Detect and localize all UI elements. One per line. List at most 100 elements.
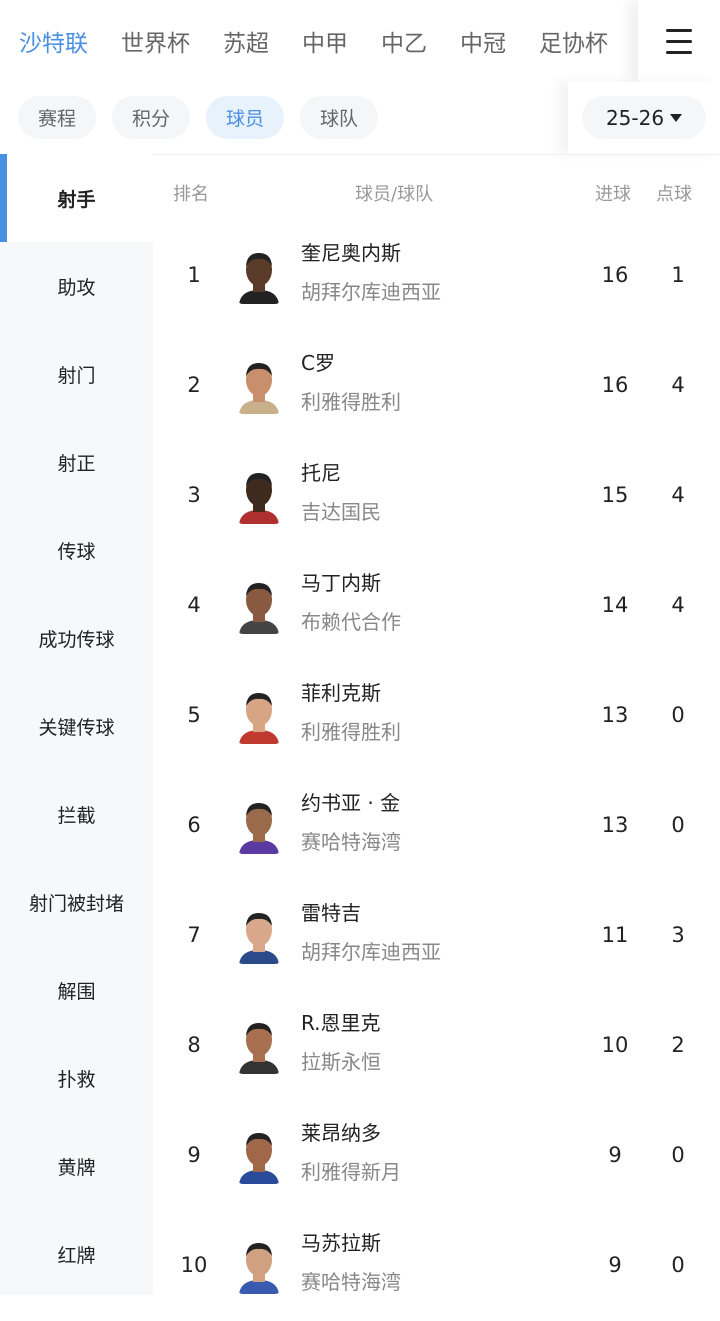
team-name[interactable]: 拉斯永恒	[301, 1050, 381, 1074]
avatar	[237, 688, 281, 744]
league-tab[interactable]: 世界杯	[121, 31, 190, 57]
penalties: 1	[671, 263, 685, 287]
subtab[interactable]: 球队	[300, 96, 379, 139]
player-list: 1 奎尼奥内斯 胡拜尔库迪西亚 16 1 2 C罗 利雅得胜利 16 4 3 托尼 吉达国民 15 4 4 马丁…	[153, 221, 720, 1321]
caret-down-icon	[670, 113, 683, 122]
penalties: 0	[671, 1253, 685, 1277]
sidebar-item[interactable]: 拦截	[57, 804, 96, 827]
league-tab[interactable]: 中冠	[460, 31, 506, 57]
player-name[interactable]: C罗	[301, 351, 335, 375]
menu-icon-line	[666, 39, 692, 43]
avatar	[237, 1018, 281, 1074]
team-name[interactable]: 赛哈特海湾	[301, 830, 401, 854]
penalties: 3	[671, 923, 685, 947]
team-name[interactable]: 赛哈特海湾	[301, 1270, 401, 1294]
goals: 16	[601, 263, 629, 287]
table-row[interactable]: 6 约书亚 · 金赛哈特海湾 13 0	[153, 771, 720, 881]
table-row[interactable]: 9 莱昂纳多利雅得新月 9 0	[153, 1101, 720, 1211]
season-area: 25-26	[568, 82, 720, 154]
subtab[interactable]: 赛程	[18, 96, 97, 139]
table-row[interactable]: 1 奎尼奥内斯胡拜尔库迪西亚 16 1	[153, 221, 720, 331]
menu-button[interactable]	[638, 0, 720, 82]
player-name[interactable]: 马丁内斯	[301, 571, 381, 595]
sub-tabs: 赛程 积分 球员 球队	[18, 96, 379, 139]
table-row[interactable]: 8 R.恩里克 拉斯永恒 10 2	[153, 991, 720, 1101]
sidebar-item[interactable]: 射门	[57, 364, 96, 387]
team-name[interactable]: 吉达国民	[301, 500, 381, 524]
rank: 9	[187, 1143, 201, 1167]
player-name[interactable]: 马苏拉斯	[301, 1231, 381, 1255]
player-name[interactable]: 菲利克斯	[301, 681, 381, 705]
player-name[interactable]: R.恩里克	[301, 1011, 381, 1035]
penalties: 0	[671, 1143, 685, 1167]
table-row[interactable]: 3 托尼 吉达国民 15 4	[153, 441, 720, 551]
rank: 8	[187, 1033, 201, 1057]
goals: 13	[601, 813, 629, 837]
sidebar-item[interactable]: 射手	[0, 154, 153, 242]
season-selector[interactable]: 25-26	[582, 96, 706, 139]
sidebar-item[interactable]: 红牌	[57, 1244, 96, 1267]
menu-icon-line	[666, 50, 692, 54]
goals: 10	[601, 1033, 629, 1057]
team-name[interactable]: 利雅得胜利	[301, 390, 401, 414]
table-row[interactable]: 2 C罗 利雅得胜利 16 4	[153, 331, 720, 441]
team-name[interactable]: 布赖代合作	[301, 610, 401, 634]
player-name[interactable]: 雷特吉	[301, 901, 361, 925]
league-tab[interactable]: 足协杯	[539, 31, 608, 57]
table-row[interactable]: 5 菲利克斯 利雅得胜利 13 0	[153, 661, 720, 771]
team-name[interactable]: 利雅得胜利	[301, 720, 401, 744]
avatar	[237, 358, 281, 414]
rank: 10	[180, 1253, 208, 1277]
goals: 16	[601, 373, 629, 397]
avatar	[237, 468, 281, 524]
sidebar-item[interactable]: 解围	[57, 980, 96, 1003]
rank: 1	[187, 263, 201, 287]
rank: 6	[187, 813, 201, 837]
sidebar-item[interactable]: 助攻	[57, 276, 96, 299]
team-name[interactable]: 胡拜尔库迪西亚	[301, 940, 441, 964]
rank: 5	[187, 703, 201, 727]
avatar	[237, 798, 281, 854]
rank: 4	[187, 593, 201, 617]
player-name[interactable]: 约书亚 · 金	[301, 791, 401, 815]
header-penalties: 点球	[656, 184, 692, 205]
player-name[interactable]: 托尼	[301, 461, 341, 485]
penalties: 4	[671, 483, 685, 507]
league-tab[interactable]: 中乙	[381, 31, 427, 57]
team-name[interactable]: 利雅得新月	[301, 1160, 401, 1184]
goals: 15	[601, 483, 629, 507]
sidebar-item[interactable]: 传球	[57, 540, 96, 563]
table-header: 排名 球员/球队 进球 点球	[153, 154, 720, 226]
league-tab[interactable]: 中甲	[302, 31, 348, 57]
avatar	[237, 1128, 281, 1184]
goals: 9	[608, 1143, 622, 1167]
sidebar-item[interactable]: 扑救	[57, 1068, 96, 1091]
penalties: 4	[671, 373, 685, 397]
sidebar-item[interactable]: 黄牌	[57, 1156, 96, 1179]
table-row[interactable]: 7 雷特吉 胡拜尔库迪西亚 11 3	[153, 881, 720, 991]
goals: 9	[608, 1253, 622, 1277]
league-tab[interactable]: 苏超	[223, 31, 269, 57]
sidebar-item[interactable]: 射正	[57, 452, 96, 475]
player-name[interactable]: 奎尼奥内斯	[301, 241, 401, 265]
sidebar-item[interactable]: 关键传球	[38, 716, 115, 739]
avatar	[237, 248, 281, 304]
league-tabs: 沙特联 世界杯 苏超 中甲 中乙 中冠 足协杯	[0, 0, 720, 82]
team-name[interactable]: 胡拜尔库迪西亚	[301, 280, 441, 304]
table-row[interactable]: 10 马苏拉斯赛哈特海湾 9 0	[153, 1211, 720, 1321]
subtab[interactable]: 积分	[112, 96, 191, 139]
penalties: 4	[671, 593, 685, 617]
league-tab[interactable]: 沙特联	[19, 31, 88, 57]
penalties: 0	[671, 813, 685, 837]
table-row[interactable]: 4 马丁内斯 布赖代合作 14 4	[153, 551, 720, 661]
season-value: 25-26	[605, 105, 665, 130]
avatar	[237, 1238, 281, 1294]
avatar	[237, 908, 281, 964]
subtab[interactable]: 球员	[206, 96, 285, 139]
header-player: 球员/球队	[355, 184, 434, 205]
sidebar-item[interactable]: 射门被封堵	[28, 892, 124, 915]
player-name[interactable]: 莱昂纳多	[301, 1121, 381, 1145]
goals: 13	[601, 703, 629, 727]
sidebar-item[interactable]: 成功传球	[38, 628, 115, 651]
header-goals: 进球	[595, 184, 631, 205]
